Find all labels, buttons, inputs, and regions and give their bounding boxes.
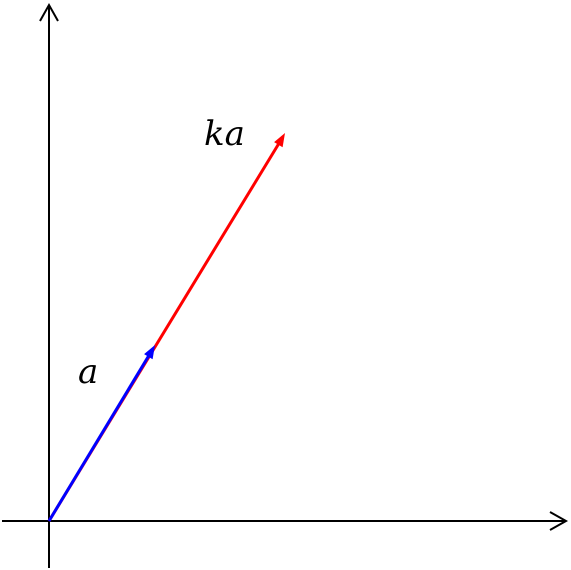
vector-ka-label: ka <box>204 114 245 154</box>
y-axis-arrowhead <box>39 2 59 22</box>
vector-ka-arrowhead <box>274 133 285 148</box>
vector-a-arrowhead <box>144 345 155 360</box>
vector-a-label: a <box>78 352 98 392</box>
x-axis-arrowhead <box>549 511 569 531</box>
vector-a-line <box>47 351 153 522</box>
